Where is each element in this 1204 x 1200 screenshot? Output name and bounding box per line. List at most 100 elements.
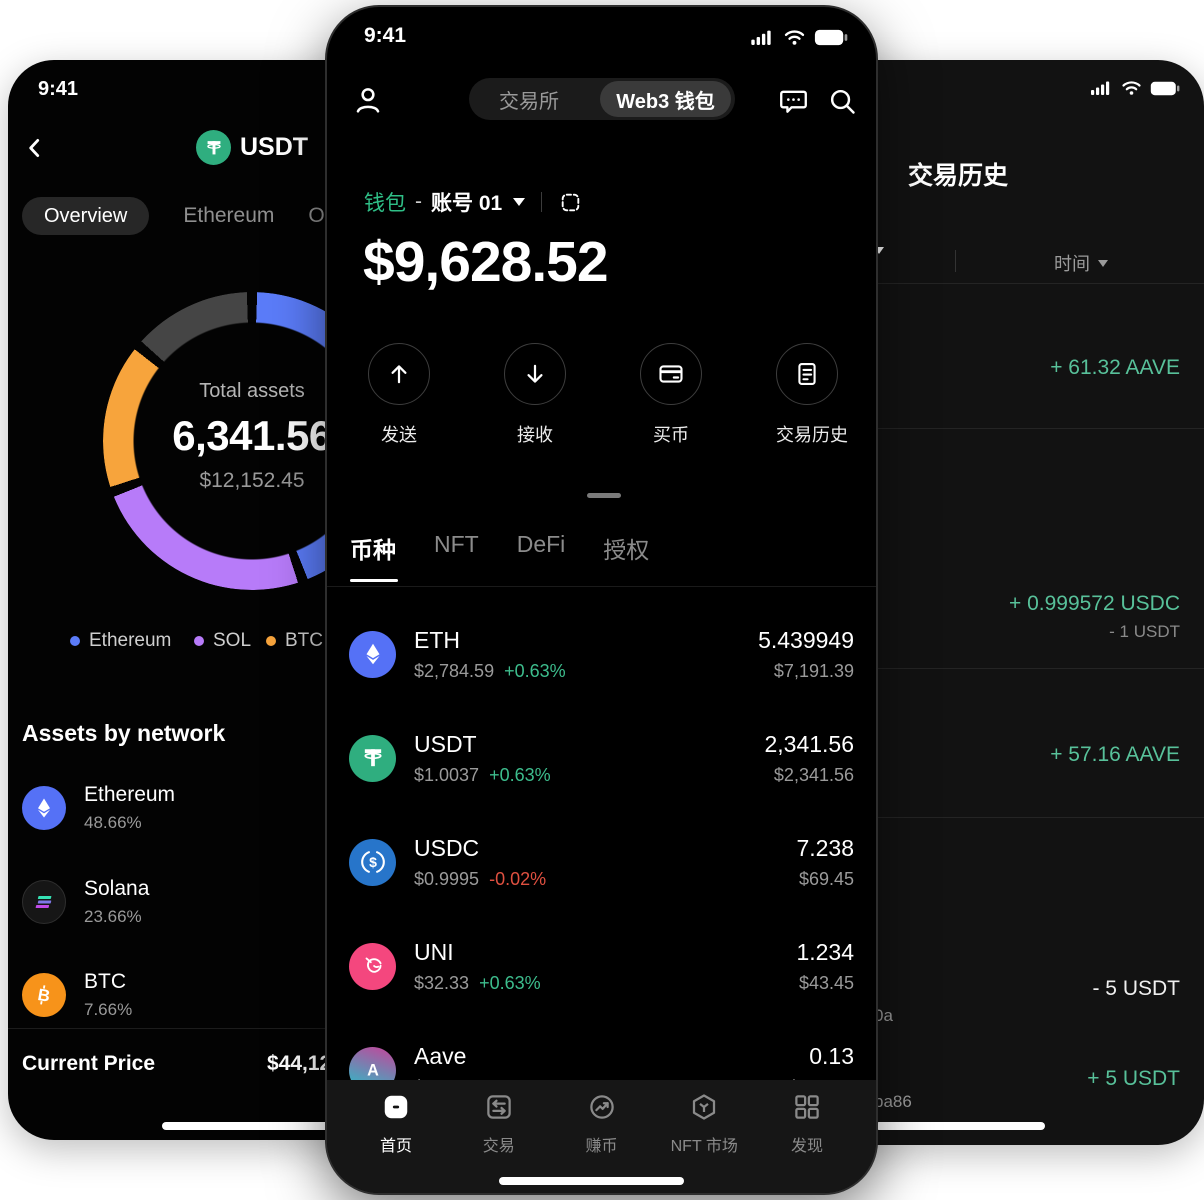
nav-trade[interactable]: 交易 <box>456 1092 542 1193</box>
network-row-btc[interactable]: B BTC 7.66% <box>22 970 132 1020</box>
profile-button[interactable] <box>352 84 384 116</box>
chat-button[interactable] <box>778 86 809 117</box>
divider <box>716 817 1204 818</box>
token-row-eth[interactable]: ETH $2,784.59 +0.63% 5.439949 $7,191.39 <box>327 602 876 706</box>
tab-defi[interactable]: DeFi <box>516 531 566 557</box>
divider <box>8 1028 448 1029</box>
tx-amount[interactable]: + 57.16 AAVE <box>1050 743 1180 766</box>
overview-tabs: Overview Ethereum O <box>22 197 325 235</box>
time-filter-label: 时间 <box>1054 254 1090 274</box>
token-price: $32.33 <box>414 972 470 993</box>
nav-label: 发现 <box>790 1138 823 1155</box>
network-percent: 48.66% <box>84 813 142 832</box>
tab-coins[interactable]: 币种 <box>350 537 396 563</box>
chat-icon <box>778 86 809 117</box>
token-symbol: USDT <box>414 730 477 757</box>
account-selector[interactable]: 钱包 - 账号 01 <box>364 187 583 217</box>
battery-icon <box>1150 81 1180 96</box>
wifi-icon <box>1121 80 1142 96</box>
nav-nft-market[interactable]: NFT 市场 <box>661 1092 747 1193</box>
segment-exchange[interactable]: 交易所 <box>499 90 559 113</box>
action-label: 交易历史 <box>776 425 848 445</box>
action-send[interactable]: 发送 <box>368 343 430 447</box>
tx-secondary-amount: - 1 USDT <box>1109 622 1180 641</box>
bottom-navbar: 首页 交易 赚币 NFT 市场 发现 <box>327 1080 876 1193</box>
token-change: +0.63% <box>504 660 566 681</box>
tx-amount[interactable]: - 5 USDT <box>1092 977 1180 1000</box>
card-icon <box>657 360 685 388</box>
divider <box>716 668 1204 669</box>
sheet-drag-handle[interactable] <box>587 493 621 498</box>
tab-truncated[interactable]: O <box>308 204 325 227</box>
earn-icon <box>587 1092 617 1122</box>
legend-item-btc: BTC <box>266 630 323 652</box>
signal-icon <box>751 29 775 46</box>
token-usd-value: $69.45 <box>798 868 854 889</box>
wifi-icon <box>783 29 806 46</box>
network-row-ethereum[interactable]: Ethereum 48.66% <box>22 783 175 833</box>
legend-label: Ethereum <box>89 630 172 651</box>
tx-address-fragment: 0a <box>874 1006 893 1025</box>
nav-home[interactable]: 首页 <box>353 1092 439 1193</box>
usdc-icon: $ <box>349 838 396 886</box>
token-row-usdc[interactable]: $ USDC $0.9995 -0.02% 7.238 $69.45 <box>327 810 876 914</box>
asset-tabs: 币种 NFT DeFi 授权 <box>350 531 649 565</box>
uni-icon <box>349 942 396 990</box>
svg-text:A: A <box>367 1061 379 1079</box>
action-buy[interactable]: 买币 <box>640 343 702 447</box>
signal-icon <box>1091 80 1113 96</box>
tx-amount[interactable]: + 5 USDT <box>1087 1067 1180 1090</box>
nav-label: 赚币 <box>585 1138 618 1155</box>
segment-web3-wallet[interactable]: Web3 钱包 <box>600 81 731 117</box>
btc-icon: B <box>22 973 66 1017</box>
chevron-down-icon <box>1098 259 1108 267</box>
legend-dot-ethereum <box>70 636 80 646</box>
action-receive[interactable]: 接收 <box>504 343 566 447</box>
nav-label: NFT 市场 <box>670 1138 738 1155</box>
token-symbol: Aave <box>414 1042 467 1069</box>
back-button[interactable] <box>22 135 48 161</box>
eth-icon <box>349 630 396 678</box>
tab-ethereum[interactable]: Ethereum <box>183 204 275 227</box>
token-row-uni[interactable]: UNI $32.33 +0.63% 1.234 $43.45 <box>327 914 876 1018</box>
token-usd-value: $7,191.39 <box>773 660 854 681</box>
total-assets-usd: $12,152.45 <box>199 469 305 492</box>
legend-label: BTC <box>285 630 323 651</box>
tx-amount[interactable]: + 0.999572 USDC <box>1008 592 1180 615</box>
assets-by-network-heading: Assets by network <box>22 720 226 746</box>
token-amount: 5.439949 <box>758 626 854 653</box>
arrow-up-icon <box>385 360 413 388</box>
svg-text:$: $ <box>369 854 377 870</box>
token-usd-value: $43.45 <box>798 972 854 993</box>
token-price: $0.9995 <box>414 868 480 889</box>
action-history[interactable]: 交易历史 <box>776 343 848 447</box>
status-icons <box>751 29 848 46</box>
network-percent: 23.66% <box>84 907 142 926</box>
tx-amount[interactable]: + 61.32 AAVE <box>1050 356 1180 379</box>
donut-center-text: Total assets 6,341.56 $12,152.45 <box>103 380 401 493</box>
legend-label: SOL <box>213 630 252 651</box>
tab-nft[interactable]: NFT <box>434 531 479 557</box>
token-row-usdt[interactable]: USDT $1.0037 +0.63% 2,341.56 $2,341.56 <box>327 706 876 810</box>
divider <box>716 428 1204 429</box>
tab-overview[interactable]: Overview <box>22 197 150 235</box>
token-symbol: UNI <box>414 938 454 965</box>
usdt-icon <box>196 130 231 165</box>
home-indicator <box>162 1122 402 1130</box>
ethereum-icon <box>22 786 66 830</box>
current-price-value: $44,12 <box>267 1052 332 1075</box>
tab-approvals[interactable]: 授权 <box>603 537 650 563</box>
nav-earn[interactable]: 赚币 <box>559 1092 645 1193</box>
network-name: Solana <box>84 877 150 900</box>
search-button[interactable] <box>827 86 858 117</box>
active-tab-underline <box>350 579 398 582</box>
total-balance: $9,628.52 <box>363 230 609 294</box>
scan-icon[interactable] <box>558 190 583 215</box>
time-filter-dropdown[interactable]: 时间 <box>1054 250 1108 276</box>
divider <box>541 192 543 212</box>
page-title: USDT <box>196 130 308 165</box>
back-chevron-icon <box>22 135 48 161</box>
account-name: 账号 01 <box>431 192 503 215</box>
network-row-solana[interactable]: Solana 23.66% <box>22 877 149 927</box>
nav-discover[interactable]: 发现 <box>764 1092 850 1193</box>
